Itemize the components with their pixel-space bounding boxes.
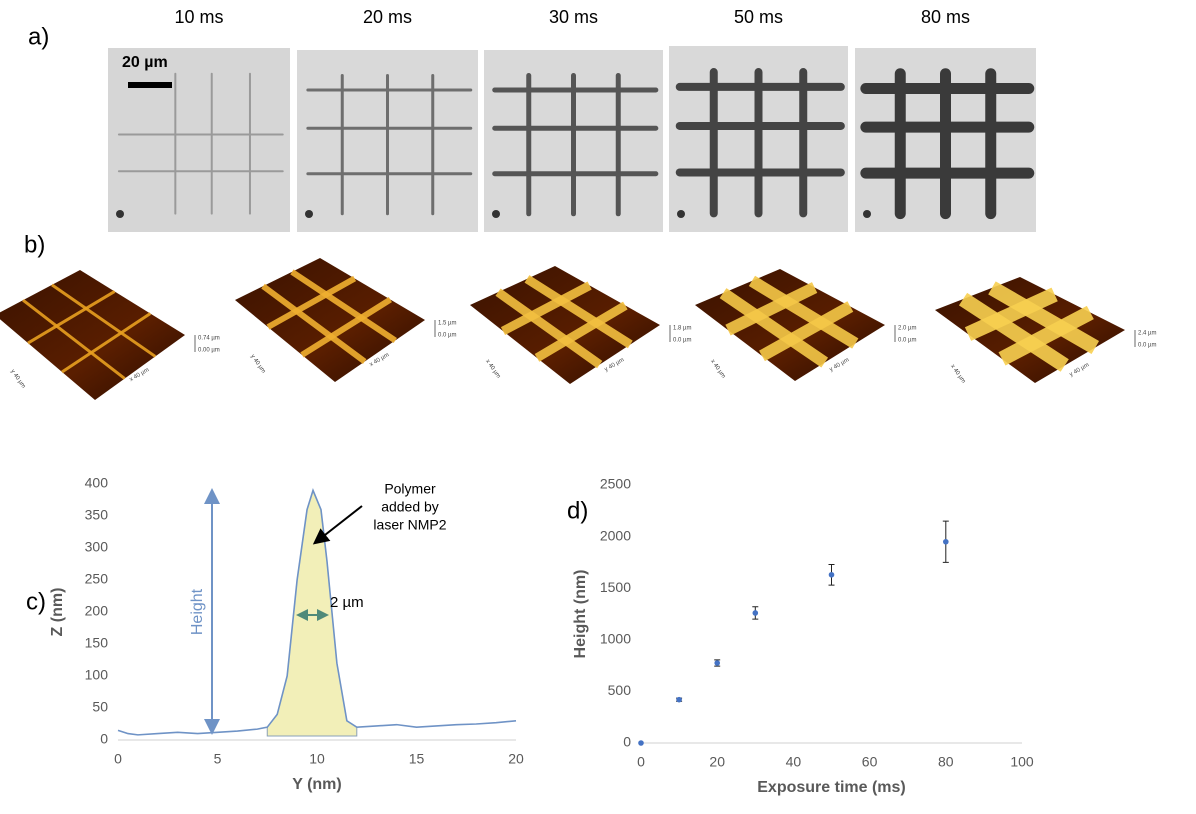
micrograph	[484, 50, 663, 232]
afm-surface	[235, 258, 425, 382]
y-tick-label: 200	[85, 603, 109, 619]
y-tick-label: 1500	[600, 579, 631, 595]
y-tick-label: 150	[85, 635, 109, 651]
afm-axis-label: y 40 µm	[829, 357, 851, 373]
polymer-label: Polymer	[384, 481, 436, 497]
y-tick-label: 100	[85, 667, 109, 683]
y-tick-label: 350	[85, 507, 109, 523]
exposure-label: 80 ms	[921, 7, 970, 27]
afm-axis-label: y 40 µm	[249, 354, 266, 375]
point	[714, 660, 720, 666]
afm-render: x 40 µm y 40 µm 2.4 µm 0.0 µm	[935, 277, 1156, 385]
y-axis-label: Height (nm)	[572, 570, 589, 659]
micrograph-dot	[305, 210, 313, 218]
x-tick-label: 0	[114, 751, 122, 767]
y-tick-label: 2500	[600, 476, 631, 492]
micrograph	[297, 50, 478, 232]
y-tick-label: 300	[85, 539, 109, 555]
micrograph	[108, 48, 290, 232]
exposure-label: 30 ms	[549, 7, 598, 27]
y-axis-label: Z (nm)	[49, 588, 66, 637]
panel-label: d)	[567, 497, 588, 524]
exposure-label: 10 ms	[174, 7, 223, 27]
afm-z-label: 1.8 µm	[673, 326, 691, 332]
afm-axis-label: y 40 µm	[1069, 362, 1091, 378]
x-tick-label: 80	[938, 754, 954, 770]
afm-z-label: 2.0 µm	[898, 326, 916, 332]
afm-z-label: 0.0 µm	[438, 333, 456, 339]
y-tick-label: 1000	[600, 631, 631, 647]
micrograph	[855, 48, 1036, 232]
point	[943, 539, 949, 545]
height-label: Height	[189, 588, 206, 635]
afm-z-label: 0.00 µm	[198, 348, 220, 354]
y-tick-label: 250	[85, 571, 109, 587]
x-tick-label: 20	[709, 754, 725, 770]
scale-bar-label: 20 µm	[122, 54, 168, 71]
afm-z-label: 0.0 µm	[673, 338, 691, 344]
x-axis-label: Y (nm)	[292, 776, 341, 793]
panel-label: c)	[26, 588, 46, 615]
x-tick-label: 60	[862, 754, 878, 770]
micrograph-dot	[116, 210, 124, 218]
micrograph-dot	[677, 210, 685, 218]
micrograph	[669, 46, 848, 232]
y-tick-label: 50	[92, 699, 108, 715]
x-axis-label: Exposure time (ms)	[757, 779, 905, 796]
afm-axis-label: y 40 µm	[9, 369, 26, 390]
x-tick-label: 0	[637, 754, 645, 770]
x-tick-label: 10	[309, 751, 325, 767]
point	[753, 610, 759, 616]
afm-z-label: 0.74 µm	[198, 336, 220, 342]
x-tick-label: 15	[409, 751, 425, 767]
point	[676, 697, 682, 703]
width-label: 2 µm	[330, 594, 364, 611]
afm-z-label: 1.5 µm	[438, 321, 456, 327]
afm-axis-label: x 40 µm	[709, 359, 726, 380]
micrograph-dot	[492, 210, 500, 218]
y-tick-label: 0	[623, 734, 631, 750]
x-tick-label: 5	[214, 751, 222, 767]
point	[638, 740, 644, 746]
polymer-label: added by	[381, 499, 439, 515]
polymer-label: laser NMP2	[373, 517, 446, 533]
afm-surface	[470, 266, 660, 384]
afm-axis-label: x 40 µm	[949, 364, 966, 385]
y-tick-label: 400	[85, 475, 109, 491]
scale-bar	[128, 82, 172, 88]
afm-surface	[935, 277, 1125, 383]
figure: a) b) c) d) 10 ms 20 ms 30 ms 50 ms 80 ms 20 …	[0, 0, 1196, 809]
exposure-label: 20 ms	[363, 7, 412, 27]
micrograph-dot	[863, 210, 871, 218]
panel-label: a)	[28, 23, 49, 50]
afm-surface	[0, 270, 185, 400]
panel-label: b)	[24, 231, 45, 258]
micrograph-bg	[108, 48, 290, 232]
x-tick-label: 40	[786, 754, 802, 770]
afm-axis-label: x 40 µm	[484, 359, 501, 380]
y-tick-label: 500	[608, 682, 632, 698]
y-tick-label: 2000	[600, 527, 631, 543]
y-tick-label: 0	[100, 731, 108, 747]
afm-z-label: 0.0 µm	[1138, 343, 1156, 349]
afm-surface	[695, 269, 885, 381]
afm-z-label: 0.0 µm	[898, 338, 916, 344]
exposure-label: 50 ms	[734, 7, 783, 27]
afm-render: x 40 µm y 40 µm 2.0 µm 0.0 µm	[695, 269, 916, 381]
point	[829, 572, 835, 578]
afm-z-label: 2.4 µm	[1138, 331, 1156, 337]
x-tick-label: 100	[1010, 754, 1034, 770]
x-tick-label: 20	[508, 751, 524, 767]
